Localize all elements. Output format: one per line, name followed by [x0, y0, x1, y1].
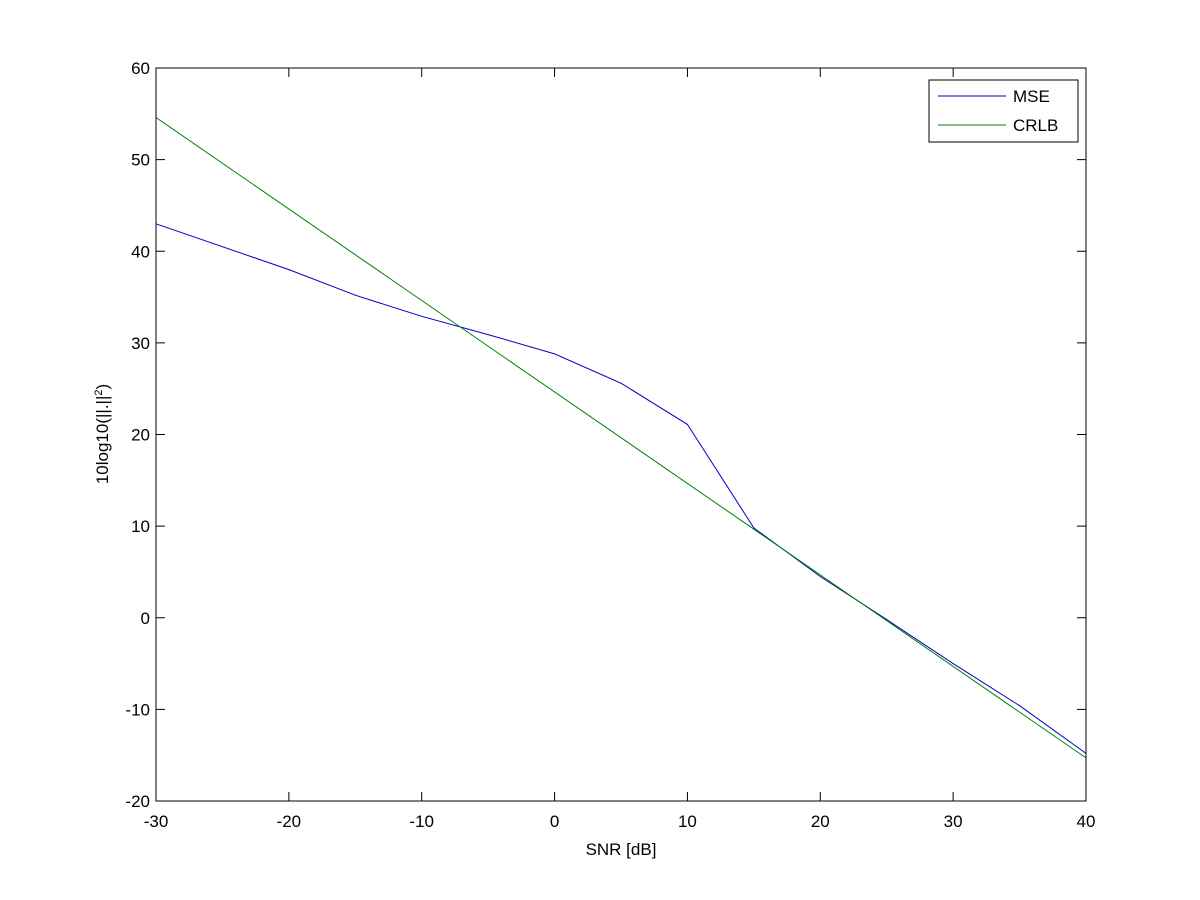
y-axis-label: 10log10(||.||2)	[93, 384, 112, 484]
data-point-mse	[1019, 705, 1021, 707]
data-point-mse	[354, 294, 356, 296]
y-axis-label-tail: )	[93, 384, 112, 390]
data-point-mse	[952, 663, 954, 665]
y-tick-label: 50	[131, 151, 150, 170]
data-point-mse	[686, 423, 688, 425]
data-point-mse	[221, 246, 223, 248]
x-tick-label: -20	[277, 812, 302, 831]
axes-box	[155, 67, 1087, 802]
y-tick-label: -20	[125, 792, 150, 811]
data-point-mse	[288, 269, 290, 271]
y-axis-label-sup: 2	[93, 389, 105, 395]
data-point-mse	[819, 576, 821, 577]
legend-crlb-label: CRLB	[1013, 116, 1058, 135]
data-point-mse	[753, 527, 755, 529]
x-tick-label: 10	[678, 812, 697, 831]
y-tick-label: 30	[131, 334, 150, 353]
x-tick-label: -10	[409, 812, 434, 831]
ticks	[155, 67, 1087, 802]
y-axis-label-main: 10log10(||.||	[93, 396, 112, 485]
y-tick-label: 0	[141, 609, 150, 628]
series-line-crlb	[155, 117, 1087, 759]
x-tick-label: 40	[1077, 812, 1096, 831]
x-tick-label: 0	[550, 812, 559, 831]
plot-lines	[155, 117, 1087, 759]
data-point-mse	[554, 353, 556, 355]
legend-box	[928, 79, 1079, 143]
data-point-mse	[620, 382, 622, 384]
data-point-mse	[421, 315, 423, 317]
data-point-mse	[886, 619, 888, 621]
x-axis-label: SNR [dB]	[586, 840, 657, 859]
x-tick-label: -30	[144, 812, 169, 831]
y-tick-label: -10	[125, 700, 150, 719]
legend: MSE CRLB	[928, 79, 1079, 143]
y-tick-label: 60	[131, 59, 150, 78]
x-tick-label: 20	[811, 812, 830, 831]
data-point-mse	[487, 334, 489, 336]
legend-mse-label: MSE	[1013, 87, 1050, 106]
x-tick-label: 30	[944, 812, 963, 831]
y-tick-label: 10	[131, 517, 150, 536]
series-line-mse	[155, 223, 1087, 754]
y-tick-label: 20	[131, 426, 150, 445]
y-tick-label: 40	[131, 242, 150, 261]
